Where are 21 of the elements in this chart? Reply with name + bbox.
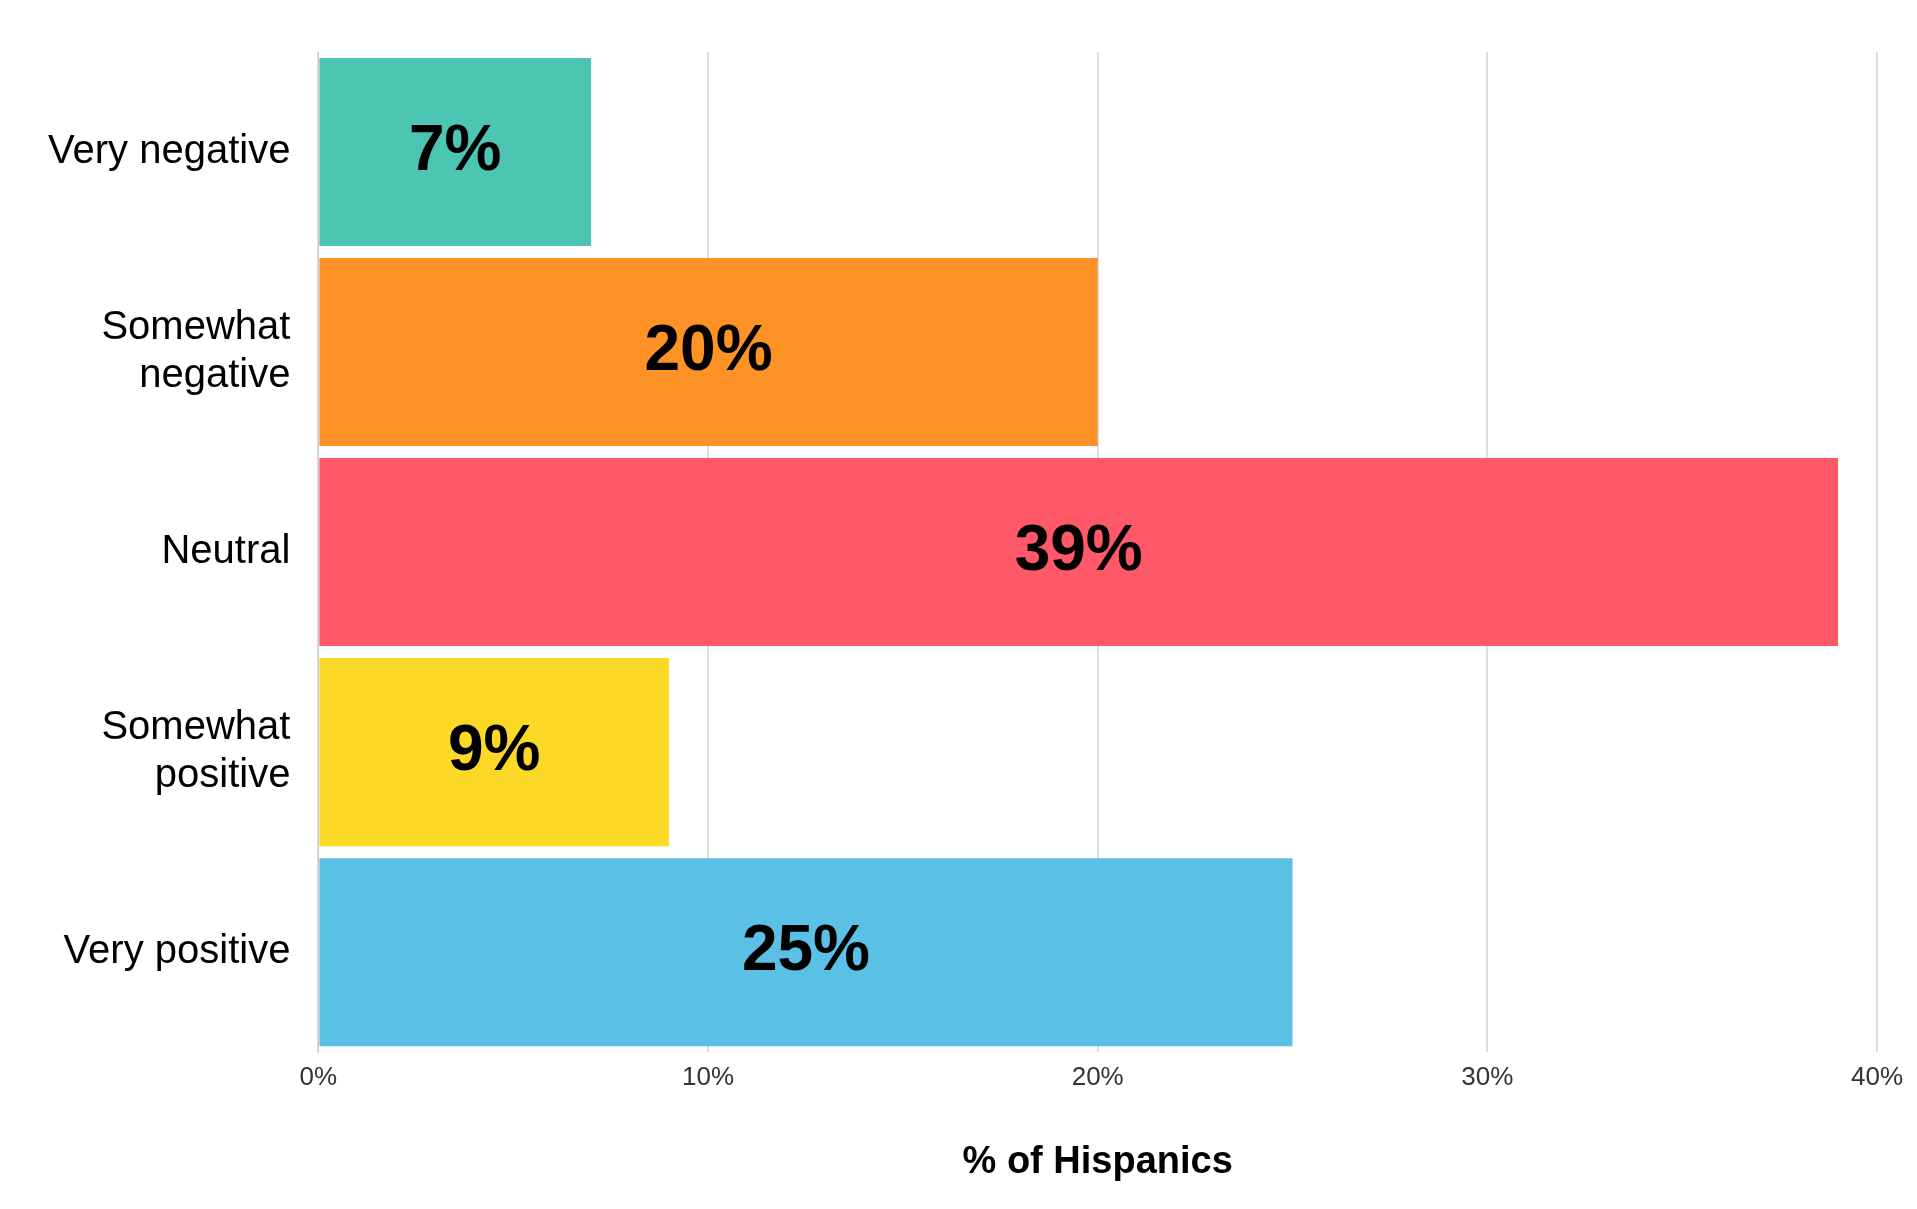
bar bbox=[319, 858, 1293, 1047]
data-label: 39% bbox=[1014, 511, 1143, 584]
bar bbox=[319, 458, 1839, 647]
x-tick-label: 0% bbox=[299, 1060, 338, 1091]
y-tick-label: Very positive bbox=[63, 927, 291, 972]
x-tick-label: 30% bbox=[1461, 1060, 1514, 1091]
bar bbox=[319, 58, 592, 247]
data-label: 25% bbox=[741, 911, 870, 984]
bar bbox=[319, 258, 1098, 447]
data-label: 9% bbox=[447, 711, 541, 784]
y-tick-label: Somewhat positive bbox=[101, 703, 291, 796]
data-label: 7% bbox=[409, 111, 502, 184]
x-tick-label: 10% bbox=[682, 1060, 735, 1091]
bar bbox=[319, 658, 670, 847]
x-axis-title: % of Hispanics bbox=[962, 1138, 1233, 1181]
y-tick-label: Somewhat negative bbox=[101, 303, 291, 396]
y-tick-label: Very negative bbox=[47, 127, 291, 172]
data-label: 20% bbox=[644, 311, 773, 384]
x-tick-label: 40% bbox=[1850, 1060, 1904, 1091]
y-tick-label: Neutral bbox=[161, 527, 291, 572]
x-tick-label: 20% bbox=[1071, 1060, 1124, 1091]
